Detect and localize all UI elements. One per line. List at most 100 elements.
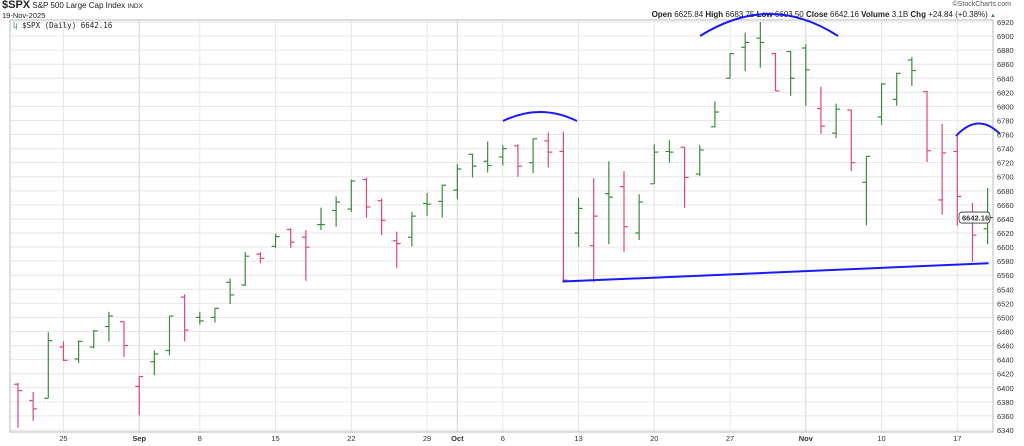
ohlc-bar bbox=[756, 22, 765, 68]
last-price-label: 6642.16 bbox=[958, 211, 993, 224]
ohlc-bar bbox=[483, 141, 492, 173]
ohlc-bar bbox=[271, 233, 280, 248]
ohlc-bar bbox=[529, 138, 538, 174]
ohlc-bar bbox=[923, 90, 931, 162]
y-tick-label: 6620 bbox=[997, 229, 1014, 238]
ohlc-bar bbox=[862, 155, 871, 226]
ohlc-bar bbox=[104, 311, 113, 342]
ohlc-bar bbox=[907, 57, 916, 87]
arc-annotation-left bbox=[502, 111, 578, 122]
x-tick-label: 27 bbox=[726, 434, 734, 443]
y-tick-label: 6340 bbox=[997, 426, 1014, 435]
ohlc-bar bbox=[877, 83, 886, 125]
ohlc-bar bbox=[892, 72, 901, 106]
ohlc-bar bbox=[816, 86, 825, 134]
ohlc-bar bbox=[210, 307, 219, 323]
ohlc-bar bbox=[120, 321, 129, 357]
ohlc-bar bbox=[847, 109, 856, 172]
ohlc-bar bbox=[559, 131, 568, 282]
y-tick-label: 6660 bbox=[997, 201, 1014, 210]
y-tick-label: 6880 bbox=[997, 46, 1014, 55]
x-tick-label: 6 bbox=[501, 434, 505, 443]
high-label: High bbox=[705, 10, 724, 19]
exchange: INDX bbox=[127, 3, 143, 10]
ohlc-bar bbox=[665, 140, 674, 163]
triangle-up-icon: ▲ bbox=[990, 13, 996, 19]
ohlc-bar bbox=[256, 252, 265, 264]
y-tick-label: 6560 bbox=[997, 271, 1014, 280]
y-tick-label: 6440 bbox=[997, 356, 1014, 365]
ohlc-bar bbox=[513, 144, 522, 177]
ohlc-bar bbox=[150, 350, 159, 376]
ohlc-bar bbox=[589, 178, 598, 283]
ohlc-bar bbox=[407, 211, 416, 247]
ohlc-bar bbox=[332, 196, 341, 227]
ohlc-bar bbox=[241, 252, 250, 286]
ohlc-bar bbox=[362, 177, 371, 218]
y-tick-label: 6720 bbox=[997, 159, 1014, 168]
ohlc-bar bbox=[59, 341, 68, 362]
y-tick-label: 6680 bbox=[997, 187, 1014, 196]
y-tick-label: 6600 bbox=[997, 243, 1014, 252]
x-tick-label: 8 bbox=[198, 434, 202, 443]
ohlc-bar bbox=[710, 101, 719, 128]
ohlc-bar bbox=[468, 153, 477, 178]
ohlc-bar bbox=[89, 330, 98, 349]
x-tick-label: Nov bbox=[799, 434, 814, 443]
ohlc-bar bbox=[771, 52, 780, 92]
legend-text: $SPX (Daily) 6642.16 bbox=[22, 21, 113, 30]
ohlc-bar bbox=[165, 315, 174, 356]
ohlc-bar bbox=[680, 146, 689, 208]
x-tick-label: 15 bbox=[271, 434, 279, 443]
y-tick-label: 6420 bbox=[997, 370, 1014, 379]
y-tick-label: 6580 bbox=[997, 257, 1014, 266]
y-tick-label: 6740 bbox=[997, 145, 1014, 154]
y-tick-label: 6400 bbox=[997, 384, 1014, 393]
low-value: 6603.50 bbox=[774, 10, 804, 19]
ohlc-bar bbox=[498, 145, 507, 166]
y-tick-label: 6480 bbox=[997, 327, 1014, 336]
ohlc-bar bbox=[44, 332, 53, 399]
copyright: ©StockCharts.com bbox=[952, 1, 1011, 8]
ohlc-bar bbox=[726, 52, 735, 79]
ohlc-bar bbox=[347, 179, 356, 212]
ohlc-bar bbox=[801, 44, 810, 106]
chg-value: +24.84 (+0.38%) bbox=[928, 10, 988, 19]
last-price-text: 6642.16 bbox=[962, 214, 989, 223]
ohlc-bar bbox=[786, 50, 795, 96]
ohlc-bar bbox=[438, 184, 447, 218]
trendline bbox=[562, 262, 989, 283]
symbol-name: S&P 500 Large Cap Index bbox=[32, 1, 126, 10]
open-value: 6625.84 bbox=[674, 10, 704, 19]
ohlc-bar bbox=[544, 132, 553, 168]
y-tick-label: 6800 bbox=[997, 102, 1014, 111]
ohlc-bar bbox=[574, 197, 583, 248]
x-tick-label: Sep bbox=[132, 434, 146, 443]
y-tick-label: 6520 bbox=[997, 299, 1014, 308]
ohlc-bar bbox=[695, 145, 704, 177]
y-tick-label: 6900 bbox=[997, 32, 1014, 41]
y-tick-label: 6640 bbox=[997, 215, 1014, 224]
y-tick-label: 6700 bbox=[997, 173, 1014, 182]
ohlc-bar bbox=[650, 144, 659, 185]
x-tick-label: 29 bbox=[423, 434, 431, 443]
ohlc-bar bbox=[423, 192, 432, 217]
ohlc-bar bbox=[953, 135, 962, 226]
y-tick-label: 6860 bbox=[997, 60, 1014, 69]
close-label: Close bbox=[805, 10, 828, 19]
x-tick-label: 22 bbox=[347, 434, 355, 443]
high-value: 6683.75 bbox=[725, 10, 755, 19]
ohlc-bar bbox=[968, 202, 977, 262]
x-tick-label: 25 bbox=[59, 434, 67, 443]
ohlc-bar bbox=[135, 375, 144, 416]
ohlc-bar bbox=[392, 231, 401, 269]
ohlc-bar bbox=[604, 161, 613, 245]
plot-frame bbox=[9, 19, 994, 433]
y-tick-label: 6840 bbox=[997, 74, 1014, 83]
x-tick-label: Oct bbox=[451, 434, 464, 443]
last-price-box bbox=[958, 211, 991, 224]
volume-label: Volume bbox=[861, 10, 890, 19]
ohlc-bar bbox=[453, 164, 462, 200]
ohlc-bar bbox=[180, 294, 189, 342]
